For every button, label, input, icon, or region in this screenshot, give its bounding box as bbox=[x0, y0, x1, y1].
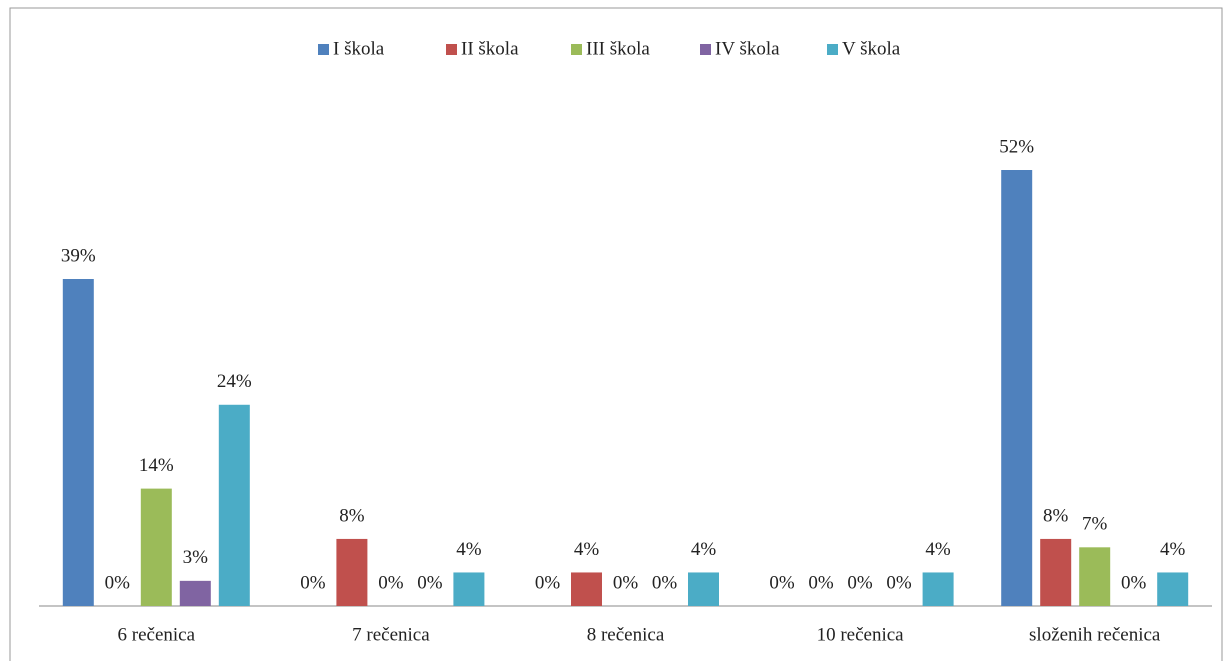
bar bbox=[688, 572, 719, 606]
bar bbox=[1001, 170, 1033, 606]
chart-frame bbox=[9, 7, 1223, 666]
data-label: 0% bbox=[847, 572, 873, 593]
bar bbox=[336, 538, 368, 606]
x-tick-label: 6 rečenica bbox=[118, 624, 196, 645]
data-label: 8% bbox=[1043, 505, 1069, 526]
bar bbox=[218, 404, 250, 606]
data-label: 4% bbox=[456, 539, 482, 560]
data-label: 39% bbox=[61, 245, 96, 266]
legend-label: III škola bbox=[586, 38, 650, 59]
x-tick-label: 7 rečenica bbox=[352, 624, 430, 645]
data-label: 0% bbox=[808, 572, 834, 593]
data-label: 0% bbox=[652, 572, 678, 593]
data-label: 0% bbox=[378, 572, 404, 593]
data-label: 7% bbox=[1082, 514, 1108, 535]
legend-label: II škola bbox=[461, 38, 519, 59]
legend-swatch bbox=[827, 44, 838, 55]
bar bbox=[140, 488, 172, 606]
x-tick-label: složenih rečenica bbox=[1029, 624, 1161, 645]
bar bbox=[453, 572, 485, 606]
legend-label: IV škola bbox=[715, 38, 780, 59]
data-label: 0% bbox=[535, 572, 561, 593]
x-tick-label: 10 rečenica bbox=[817, 624, 905, 645]
bar bbox=[62, 279, 94, 606]
data-label: 4% bbox=[691, 539, 717, 560]
legend-swatch bbox=[700, 44, 711, 55]
data-label: 4% bbox=[1160, 539, 1186, 560]
data-label: 4% bbox=[574, 539, 600, 560]
data-label: 4% bbox=[925, 539, 951, 560]
data-label: 0% bbox=[105, 572, 131, 593]
bar bbox=[1157, 572, 1189, 606]
data-label: 8% bbox=[339, 505, 365, 526]
legend-swatch bbox=[446, 44, 457, 55]
legend-swatch bbox=[571, 44, 582, 55]
bar bbox=[1079, 547, 1111, 606]
legend-swatch bbox=[318, 44, 329, 55]
data-label: 0% bbox=[886, 572, 912, 593]
data-label: 0% bbox=[769, 572, 795, 593]
legend-label: V škola bbox=[842, 38, 901, 59]
bar bbox=[571, 572, 602, 606]
data-label: 3% bbox=[183, 547, 209, 568]
x-tick-label: 8 rečenica bbox=[587, 624, 665, 645]
data-label: 14% bbox=[139, 455, 174, 476]
data-label: 52% bbox=[999, 136, 1034, 157]
bar bbox=[1040, 538, 1072, 606]
data-label: 0% bbox=[417, 572, 443, 593]
data-label: 0% bbox=[1121, 572, 1147, 593]
data-label: 24% bbox=[217, 371, 252, 392]
bar bbox=[922, 572, 954, 606]
data-label: 0% bbox=[613, 572, 639, 593]
data-label: 0% bbox=[300, 572, 326, 593]
legend-label: I škola bbox=[333, 38, 385, 59]
bar bbox=[179, 580, 211, 606]
